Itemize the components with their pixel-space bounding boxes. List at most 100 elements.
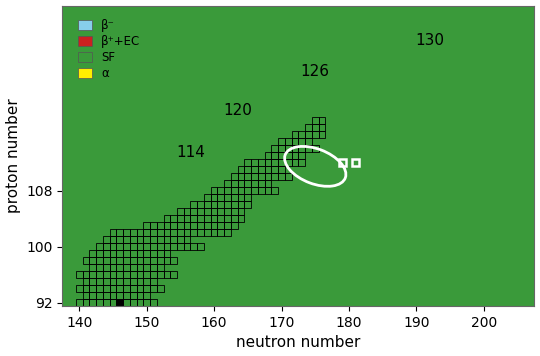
Bar bbox=[285, 159, 292, 166]
Bar bbox=[218, 229, 224, 236]
Bar bbox=[143, 236, 150, 243]
Bar bbox=[103, 264, 110, 271]
Bar bbox=[89, 285, 96, 292]
Bar bbox=[164, 222, 170, 229]
Bar bbox=[150, 271, 157, 278]
X-axis label: neutron number: neutron number bbox=[236, 335, 361, 350]
Bar bbox=[103, 236, 110, 243]
Bar bbox=[103, 299, 110, 306]
Bar bbox=[278, 159, 285, 166]
Bar bbox=[137, 285, 143, 292]
Bar bbox=[285, 152, 292, 159]
Bar bbox=[89, 264, 96, 271]
Bar bbox=[231, 201, 238, 208]
Bar bbox=[285, 173, 292, 180]
Bar bbox=[170, 222, 177, 229]
Bar bbox=[103, 250, 110, 257]
Bar bbox=[305, 131, 312, 138]
Bar bbox=[130, 236, 137, 243]
Bar bbox=[299, 159, 305, 166]
Bar bbox=[218, 187, 224, 194]
Bar bbox=[137, 257, 143, 264]
Bar bbox=[157, 271, 164, 278]
Bar bbox=[130, 271, 137, 278]
Bar bbox=[89, 271, 96, 278]
Bar bbox=[150, 278, 157, 285]
Bar bbox=[231, 215, 238, 222]
Bar bbox=[224, 187, 231, 194]
Bar bbox=[143, 222, 150, 229]
Bar bbox=[184, 229, 191, 236]
Bar bbox=[258, 166, 265, 173]
Bar bbox=[238, 187, 245, 194]
Bar bbox=[150, 229, 157, 236]
Bar bbox=[197, 222, 204, 229]
Bar bbox=[218, 215, 224, 222]
Bar bbox=[224, 222, 231, 229]
Bar bbox=[251, 166, 258, 173]
Bar bbox=[258, 159, 265, 166]
Bar bbox=[305, 124, 312, 131]
Bar bbox=[76, 271, 83, 278]
Bar bbox=[238, 194, 245, 201]
Text: 114: 114 bbox=[176, 145, 205, 160]
Bar bbox=[211, 229, 218, 236]
Bar bbox=[137, 250, 143, 257]
Bar bbox=[191, 215, 197, 222]
Bar bbox=[96, 271, 103, 278]
Bar bbox=[251, 159, 258, 166]
Bar bbox=[231, 194, 238, 201]
Bar bbox=[170, 271, 177, 278]
Bar bbox=[110, 243, 116, 250]
Bar bbox=[164, 257, 170, 264]
Bar bbox=[184, 215, 191, 222]
Bar bbox=[83, 271, 89, 278]
Bar bbox=[130, 264, 137, 271]
Bar bbox=[285, 138, 292, 145]
Bar bbox=[319, 131, 326, 138]
Bar bbox=[258, 180, 265, 187]
Bar bbox=[251, 187, 258, 194]
Bar bbox=[143, 271, 150, 278]
Bar bbox=[123, 229, 130, 236]
Bar bbox=[299, 131, 305, 138]
Bar bbox=[177, 229, 184, 236]
Bar bbox=[204, 215, 211, 222]
Bar bbox=[116, 250, 123, 257]
Bar bbox=[197, 215, 204, 222]
Bar bbox=[292, 131, 299, 138]
Bar bbox=[204, 208, 211, 215]
Bar bbox=[130, 292, 137, 299]
Legend: β⁻, β⁺+EC, SF, α: β⁻, β⁺+EC, SF, α bbox=[73, 15, 145, 85]
Bar bbox=[123, 285, 130, 292]
Bar bbox=[319, 124, 326, 131]
Bar bbox=[76, 299, 83, 306]
Text: 120: 120 bbox=[223, 103, 252, 118]
Bar bbox=[110, 292, 116, 299]
Bar bbox=[278, 145, 285, 152]
Bar bbox=[110, 299, 116, 306]
Bar bbox=[96, 285, 103, 292]
Bar bbox=[224, 201, 231, 208]
Bar bbox=[251, 180, 258, 187]
Bar bbox=[272, 159, 278, 166]
Text: 126: 126 bbox=[301, 64, 330, 79]
Bar bbox=[204, 201, 211, 208]
Bar bbox=[177, 208, 184, 215]
Bar bbox=[258, 187, 265, 194]
Bar bbox=[218, 222, 224, 229]
Bar bbox=[224, 194, 231, 201]
Bar bbox=[83, 285, 89, 292]
Bar bbox=[224, 208, 231, 215]
Bar bbox=[130, 285, 137, 292]
Bar bbox=[116, 257, 123, 264]
Bar bbox=[103, 257, 110, 264]
Bar bbox=[150, 236, 157, 243]
Bar bbox=[177, 243, 184, 250]
Bar bbox=[137, 243, 143, 250]
Bar bbox=[164, 215, 170, 222]
Bar bbox=[96, 250, 103, 257]
Bar bbox=[299, 138, 305, 145]
Bar bbox=[218, 208, 224, 215]
Bar bbox=[130, 250, 137, 257]
